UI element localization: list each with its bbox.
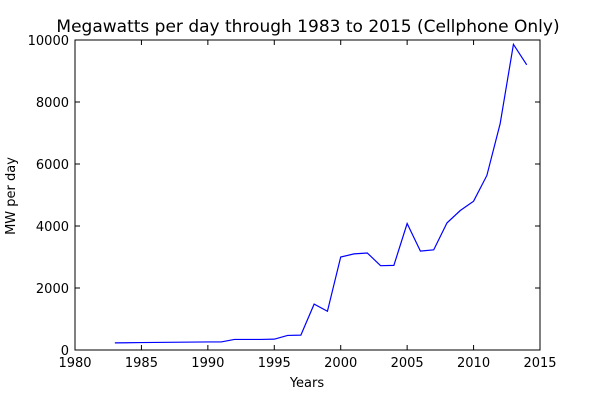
series-line-0 xyxy=(114,42,528,344)
x-tick-label: 2010 xyxy=(457,356,490,371)
x-tick-label: 1990 xyxy=(191,356,224,371)
y-tick-label: 6000 xyxy=(36,158,69,173)
x-axis-label: Years xyxy=(289,376,325,391)
plot-frame xyxy=(74,39,541,351)
tick-layer: 1980 1985 1990 1995 2000 2005 2010 2015 0 2000 400… xyxy=(28,34,557,371)
y-axis-label: MW per day xyxy=(4,157,19,235)
x-tick-label: 2000 xyxy=(324,356,357,371)
x-tick-label: 2005 xyxy=(391,356,424,371)
y-tick-label: 0 xyxy=(61,344,69,359)
y-tick-label: 8000 xyxy=(36,96,69,111)
chart-title: Megawatts per day through 1983 to 2015 (… xyxy=(56,17,559,37)
y-tick-label: 10000 xyxy=(28,34,69,49)
x-tick-label: 1985 xyxy=(125,356,158,371)
x-tick-label: 1980 xyxy=(58,356,91,371)
y-tick-label: 2000 xyxy=(36,282,69,297)
x-tick-label: 2015 xyxy=(523,356,556,371)
x-tick-label: 1995 xyxy=(258,356,291,371)
plot-area xyxy=(114,42,528,344)
y-tick-label: 4000 xyxy=(36,220,69,235)
